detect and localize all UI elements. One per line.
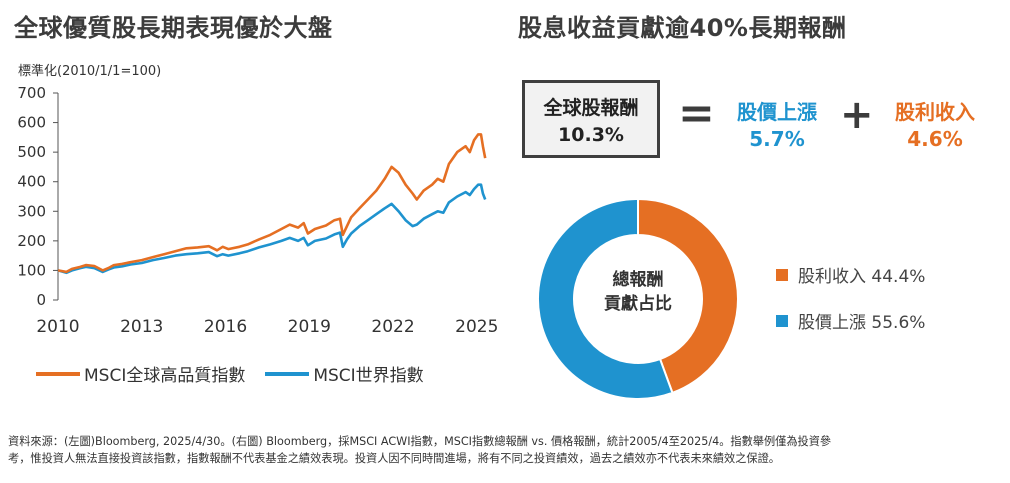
y-tick-label: 600: [17, 114, 46, 132]
y-tick-label: 700: [17, 84, 46, 102]
dividend-return-value: 4.6%: [907, 127, 963, 151]
total-return-value: 10.3%: [558, 124, 624, 146]
dividend-return-label: 股利收入: [895, 100, 975, 124]
y-tick-label: 400: [17, 173, 46, 191]
legend-label-world: MSCI世界指數: [313, 366, 424, 386]
x-tick-label: 2022: [371, 317, 414, 337]
x-tick-label: 2010: [36, 317, 79, 337]
y-axis-unit-label: 標準化(2010/1/1=100): [18, 64, 162, 79]
series-line-world: [57, 183, 487, 275]
donut-center-label: 總報酬 貢獻占比: [586, 268, 690, 316]
donut-slice-dividend: [637, 197, 739, 395]
line-legend: MSCI全球高品質指數 MSCI世界指數: [36, 361, 424, 386]
price-return-block: 股價上漲 5.7%: [718, 96, 836, 151]
donut-legend-dividend: 股利收入 44.4%: [776, 262, 925, 287]
price-return-value: 5.7%: [749, 127, 805, 151]
series-line-quality: [57, 133, 487, 274]
x-tick-label: 2016: [204, 317, 247, 337]
footnote: 資料來源：(左圖)Bloomberg, 2025/4/30。(右圖) Bloom…: [8, 433, 1004, 467]
donut-chart: [536, 197, 739, 400]
donut-legend-price: 股價上漲 55.6%: [776, 308, 925, 333]
donut-legend-label-dividend: 股利收入 44.4%: [798, 267, 926, 287]
y-tick-label: 200: [17, 232, 46, 250]
y-tick-label: 0: [36, 291, 46, 309]
donut-legend-swatch-dividend: [776, 268, 788, 281]
legend-swatch-quality: [36, 371, 80, 376]
x-tick-label: 2019: [288, 317, 331, 337]
donut-center-line-1: 總報酬: [612, 270, 664, 290]
y-tick-label: 100: [17, 261, 46, 279]
total-return-label: 全球股報酬: [543, 97, 639, 119]
line-chart: 0 100 200 300 400 500 600 700 2010 2013 2016 2019 20…: [17, 84, 498, 337]
y-tick-label: 500: [17, 143, 46, 161]
y-tick-label: 300: [17, 202, 46, 220]
x-tick-label: 2013: [120, 317, 163, 337]
left-chart-title: 全球優質股長期表現優於大盤: [14, 14, 333, 42]
donut-legend-label-price: 股價上漲 55.6%: [798, 313, 926, 333]
legend-swatch-world: [265, 371, 310, 376]
total-return-box: 全球股報酬 10.3%: [522, 80, 660, 158]
donut-center-line-2: 貢獻占比: [604, 294, 672, 314]
footnote-line-1: 資料來源：(左圖)Bloomberg, 2025/4/30。(右圖) Bloom…: [8, 435, 832, 448]
donut-slice-price: [536, 197, 674, 400]
plus-sign: +: [840, 92, 874, 138]
footnote-line-2: 考，惟投資人無法直接投資該指數，指數報酬不代表基金之績效表現。投資人因不同時間進…: [8, 452, 780, 465]
dividend-return-block: 股利收入 4.6%: [876, 96, 994, 151]
x-tick-label: 2025: [455, 317, 498, 337]
price-return-label: 股價上漲: [737, 100, 817, 124]
equals-sign: =: [678, 88, 715, 139]
donut-legend-swatch-price: [776, 314, 788, 327]
right-chart-title: 股息收益貢獻逾40%長期報酬: [518, 14, 847, 42]
legend-label-quality: MSCI全球高品質指數: [84, 366, 246, 386]
